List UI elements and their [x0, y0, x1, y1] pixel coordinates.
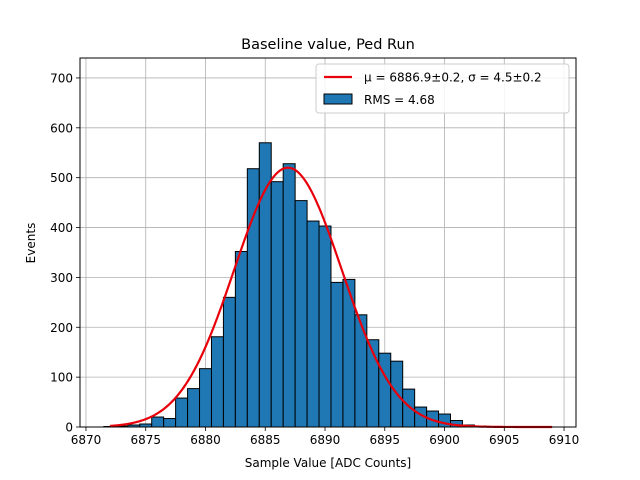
histogram-bar [199, 368, 212, 428]
histogram-bar [175, 397, 189, 428]
histogram-bar [163, 418, 177, 428]
y-tick-label: 600 [50, 121, 73, 135]
x-tick-label: 6885 [250, 433, 281, 447]
histogram-bars [103, 142, 535, 428]
x-tick-label: 6875 [130, 433, 161, 447]
y-tick-label: 300 [50, 271, 73, 285]
histogram-bar [402, 388, 416, 428]
y-tick-label: 100 [50, 371, 73, 385]
histogram-bar [258, 142, 272, 428]
legend: μ = 6886.9±0.2, σ = 4.5±0.2 RMS = 4.68 [315, 63, 570, 114]
histogram-bar [222, 296, 236, 428]
x-axis-label: Sample Value [ADC Counts] [245, 456, 411, 470]
y-axis-label: Events [24, 223, 38, 264]
histogram-bar [294, 200, 308, 428]
histogram-bar [318, 225, 332, 428]
legend-fit-label: μ = 6886.9±0.2, σ = 4.5±0.2 [364, 71, 542, 85]
histogram-bar [378, 352, 392, 428]
y-axis-ticks: 0 100 200 300 400 500 600 700 [50, 71, 80, 435]
histogram-bar [330, 281, 344, 428]
y-tick-label: 500 [50, 171, 73, 185]
chart-title: Baseline value, Ped Run [241, 37, 415, 53]
x-tick-label: 6880 [190, 433, 221, 447]
x-tick-label: 6900 [429, 433, 460, 447]
plot-frame [79, 57, 577, 428]
x-tick-label: 6870 [71, 433, 102, 447]
histogram-bar [234, 250, 248, 428]
x-tick-label: 6905 [489, 433, 520, 447]
x-axis-ticks: 6870 6875 6880 6885 6890 6895 6900 6905 6910 [71, 427, 580, 447]
histogram-bar [210, 336, 224, 428]
histogram-bar [187, 388, 201, 428]
legend-histogram-swatch [323, 93, 353, 105]
y-tick-label: 400 [50, 221, 73, 235]
legend-box [315, 63, 570, 114]
legend-histogram-label: RMS = 4.68 [364, 93, 435, 107]
x-tick-label: 6890 [310, 433, 341, 447]
x-tick-label: 6895 [369, 433, 400, 447]
y-tick-label: 0 [65, 421, 73, 435]
y-tick-label: 700 [50, 71, 73, 85]
histogram-bar [270, 181, 284, 428]
y-tick-label: 200 [50, 321, 73, 335]
histogram-bar [306, 220, 320, 428]
histogram-bar [282, 163, 296, 428]
x-tick-label: 6910 [549, 433, 580, 447]
histogram-bar [151, 416, 165, 428]
